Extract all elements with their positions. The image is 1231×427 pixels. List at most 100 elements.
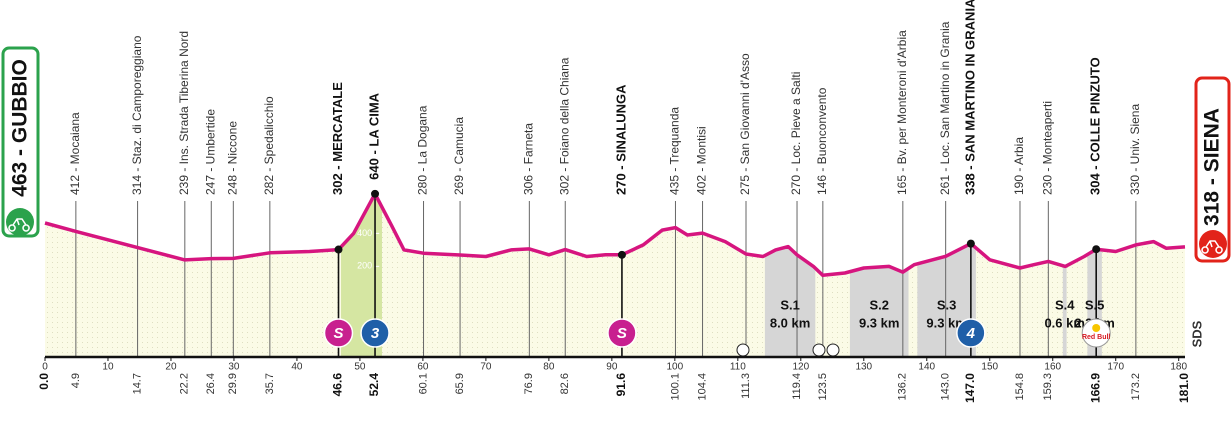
level-crossing-icon [736, 343, 750, 357]
finish-icon [1199, 230, 1227, 258]
y-tick-label: 400 [357, 228, 372, 238]
km-label: 111.3 [740, 373, 752, 399]
km-label: 154.8 [1014, 373, 1026, 401]
marker-label: 4 [966, 325, 976, 342]
km-label: 147.0 [963, 373, 977, 403]
waypoint-label: 435 - Trequanda [668, 107, 682, 195]
start-icon [6, 208, 34, 236]
waypoint-label: 302 - MERCATALE [330, 82, 345, 195]
km-label: 123.5 [817, 373, 829, 401]
marker-label: Red Bull [1082, 334, 1110, 341]
bike-icon [8, 218, 30, 232]
waypoint-label: 314 - Staz. di Camporeggiano [130, 35, 144, 195]
km-label: 52.4 [367, 373, 381, 397]
waypoint-dot [966, 239, 975, 248]
km-label: 136.2 [897, 373, 909, 401]
logo: SDS [1189, 320, 1204, 347]
waypoint-label: 247 - Umbertide [203, 109, 217, 195]
km-label: 159.3 [1042, 373, 1054, 401]
waypoint-label: 302 - Foiano della Chiana [557, 57, 571, 195]
x-tick-label: 140 [918, 362, 935, 373]
start-box [1, 46, 40, 238]
x-tick-label: 30 [228, 362, 240, 373]
marker [956, 318, 986, 348]
marker-sun [1092, 324, 1101, 332]
km-label: 119.4 [791, 373, 803, 400]
x-tick-label: 110 [730, 362, 746, 373]
level-crossing-icon [812, 343, 826, 357]
km-label: 26.4 [205, 373, 217, 394]
finish-box [1194, 76, 1231, 263]
x-tick-label: 180 [1170, 362, 1187, 373]
marker [607, 318, 637, 348]
marker [360, 318, 390, 348]
km-label: 173.2 [1130, 373, 1142, 401]
sector-name: S.5 [1085, 297, 1105, 312]
km-label: 4.9 [70, 373, 82, 388]
waypoint-label: 261 - Loc. San Martino in Grania [938, 21, 952, 195]
waypoint-label: 270 - Loc. Pieve a Salti [789, 72, 803, 195]
x-tick-label: 20 [165, 362, 177, 373]
km-label: 0.0 [37, 373, 51, 390]
x-tick-label: 170 [1107, 362, 1124, 373]
waypoint-label: 280 - La Dogana [416, 105, 430, 195]
waypoint-label: 330 - Univ. Siena [1128, 104, 1142, 195]
finish-label: 318 - SIENA [1201, 108, 1224, 226]
waypoint-label: 402 - Montisi [695, 126, 709, 195]
waypoint-label: 190 - Arbia [1012, 137, 1026, 195]
x-tick-label: 120 [792, 362, 809, 373]
km-label: 181.0 [1177, 373, 1191, 403]
x-tick-label: 150 [981, 362, 998, 373]
waypoint-label: 282 - Spedalicchio [262, 96, 276, 195]
marker-label: S [617, 325, 627, 342]
waypoint-dot [371, 189, 380, 198]
x-tick-label: 130 [855, 362, 872, 373]
x-tick-label: 160 [1044, 362, 1061, 373]
km-label: 143.0 [940, 373, 952, 401]
x-tick-label: 50 [354, 362, 366, 373]
x-tick-label: 100 [666, 362, 683, 373]
waypoint-label: 230 - Monteaperti [1040, 101, 1054, 195]
waypoint-label: 306 - Farneta [522, 123, 536, 195]
waypoint-label: 146 - Buonconvento [815, 87, 829, 195]
km-label: 60.1 [417, 373, 429, 394]
km-label: 14.7 [131, 373, 143, 394]
km-label: 22.2 [179, 373, 191, 394]
marker [323, 318, 354, 348]
km-label: 166.9 [1088, 373, 1102, 403]
waypoint-label: 165 - Bv. per Monteroni d'Arbia [895, 30, 909, 195]
sector-length: 9.3 km [926, 315, 966, 330]
sector-name: S.2 [869, 297, 889, 312]
x-tick-label: 40 [291, 362, 303, 373]
waypoint-dot [334, 245, 343, 254]
waypoint-label: 239 - Ins. Strada Tiberina Nord [177, 31, 191, 195]
x-tick-label: 10 [102, 362, 114, 373]
level-crossing-icon [826, 343, 840, 357]
km-label: 46.6 [331, 373, 345, 397]
km-label: 35.7 [264, 373, 276, 394]
gravel-sector [1062, 193, 1067, 357]
sector-length: 8.0 km [770, 315, 810, 330]
y-tick-label: 200 [357, 261, 372, 271]
km-label: 104.4 [696, 373, 708, 401]
km-label: 91.6 [614, 373, 628, 397]
waypoint-label: 275 - San Giovanni d'Asso [738, 53, 752, 195]
waypoint-label: 412 - Mocaiana [68, 112, 82, 195]
marker-label: S [333, 325, 343, 342]
waypoint-label: 304 - COLLE PINZUTO [1088, 57, 1103, 195]
level-crossing-icons [736, 343, 840, 357]
waypoint-dot [1092, 245, 1101, 254]
waypoint-dot [617, 250, 626, 259]
marker [1081, 318, 1111, 348]
waypoint-label: 270 - SINALUNGA [613, 84, 628, 195]
km-label: 65.9 [454, 373, 466, 394]
waypoint-label: 640 - LA CIMA [366, 92, 381, 180]
km-label: 100.1 [669, 373, 681, 401]
km-label: 29.9 [227, 373, 239, 394]
sector-name: S.3 [937, 297, 957, 312]
start-label: 463 - GUBBIO [9, 59, 32, 197]
marker-label: 3 [371, 325, 380, 342]
km-label: 82.6 [559, 373, 571, 394]
